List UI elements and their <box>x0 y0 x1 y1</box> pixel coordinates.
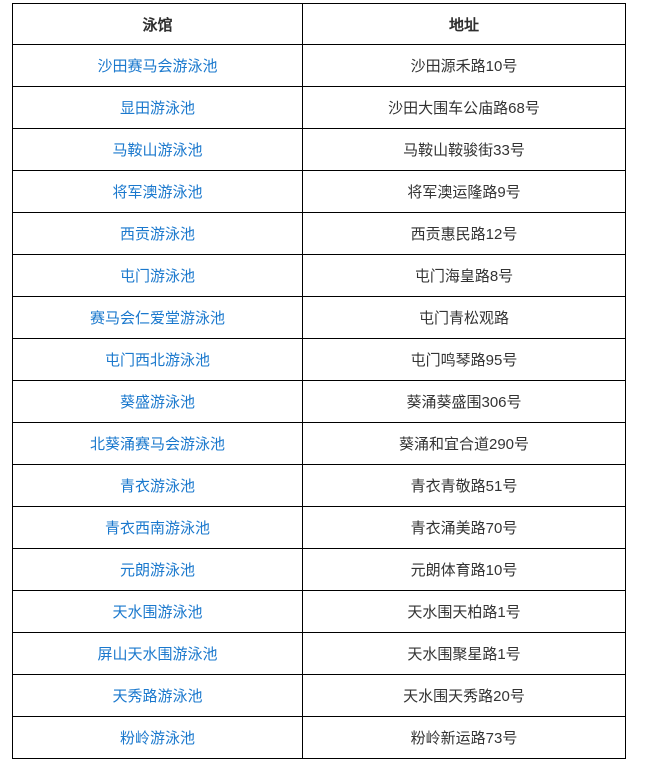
pool-link[interactable]: 赛马会仁爱堂游泳池 <box>89 310 225 327</box>
pool-link[interactable]: 西贡游泳池 <box>119 226 195 243</box>
pool-name-cell: 马鞍山游泳池 <box>12 128 303 171</box>
pool-link[interactable]: 沙田赛马会游泳池 <box>97 58 218 75</box>
address-cell: 葵涌和宜合道290号 <box>302 422 626 465</box>
address-cell: 天水围聚星路1号 <box>302 632 626 675</box>
address-cell: 葵涌葵盛围306号 <box>302 380 626 423</box>
pool-link[interactable]: 屯门西北游泳池 <box>104 352 210 369</box>
swimming-pool-table: 泳馆 地址 沙田赛马会游泳池 沙田源禾路10号 显田游泳池 沙田大围车公庙路68… <box>12 3 626 759</box>
table-row: 显田游泳池 沙田大围车公庙路68号 <box>12 86 626 129</box>
address-cell: 沙田大围车公庙路68号 <box>302 86 626 129</box>
address-cell: 将军澳运隆路9号 <box>302 170 626 213</box>
address-cell: 西贡惠民路12号 <box>302 212 626 255</box>
header-cell-pool: 泳馆 <box>12 3 303 45</box>
pool-name-cell: 天秀路游泳池 <box>12 674 303 717</box>
pool-link[interactable]: 屯门游泳池 <box>119 268 195 285</box>
address-cell: 元朗体育路10号 <box>302 548 626 591</box>
pool-name-cell: 将军澳游泳池 <box>12 170 303 213</box>
address-cell: 青衣涌美路70号 <box>302 506 626 549</box>
table-row: 屯门游泳池 屯门海皇路8号 <box>12 254 626 297</box>
table-row: 屯门西北游泳池 屯门鸣琴路95号 <box>12 338 626 381</box>
pool-name-cell: 粉岭游泳池 <box>12 716 303 759</box>
pool-link[interactable]: 天水围游泳池 <box>112 604 203 621</box>
table-header: 泳馆 地址 <box>12 3 626 45</box>
address-cell: 天水围天柏路1号 <box>302 590 626 633</box>
pool-name-cell: 屏山天水围游泳池 <box>12 632 303 675</box>
pool-name-cell: 屯门游泳池 <box>12 254 303 297</box>
pool-name-cell: 元朗游泳池 <box>12 548 303 591</box>
pool-link[interactable]: 青衣游泳池 <box>119 478 195 495</box>
address-cell: 屯门鸣琴路95号 <box>302 338 626 381</box>
table-row: 天水围游泳池 天水围天柏路1号 <box>12 590 626 633</box>
pool-link[interactable]: 粉岭游泳池 <box>119 730 195 747</box>
address-cell: 沙田源禾路10号 <box>302 44 626 87</box>
table-row: 北葵涌赛马会游泳池 葵涌和宜合道290号 <box>12 422 626 465</box>
pool-link[interactable]: 马鞍山游泳池 <box>112 142 203 159</box>
table-row: 葵盛游泳池 葵涌葵盛围306号 <box>12 380 626 423</box>
table-row: 将军澳游泳池 将军澳运隆路9号 <box>12 170 626 213</box>
table-row: 元朗游泳池 元朗体育路10号 <box>12 548 626 591</box>
address-cell: 粉岭新运路73号 <box>302 716 626 759</box>
pool-link[interactable]: 葵盛游泳池 <box>119 394 195 411</box>
pool-name-cell: 沙田赛马会游泳池 <box>12 44 303 87</box>
header-cell-address: 地址 <box>302 3 626 45</box>
table-row: 马鞍山游泳池 马鞍山鞍骏街33号 <box>12 128 626 171</box>
table-row: 天秀路游泳池 天水围天秀路20号 <box>12 674 626 717</box>
table-body: 沙田赛马会游泳池 沙田源禾路10号 显田游泳池 沙田大围车公庙路68号 马鞍山游… <box>12 44 626 759</box>
table-row: 赛马会仁爱堂游泳池 屯门青松观路 <box>12 296 626 339</box>
pool-link[interactable]: 天秀路游泳池 <box>112 688 203 705</box>
pool-link[interactable]: 青衣西南游泳池 <box>104 520 210 537</box>
pool-name-cell: 天水围游泳池 <box>12 590 303 633</box>
table-row: 沙田赛马会游泳池 沙田源禾路10号 <box>12 44 626 87</box>
pool-name-cell: 显田游泳池 <box>12 86 303 129</box>
address-cell: 青衣青敬路51号 <box>302 464 626 507</box>
pool-name-cell: 北葵涌赛马会游泳池 <box>12 422 303 465</box>
pool-link[interactable]: 屏山天水围游泳池 <box>97 646 218 663</box>
table-row: 屏山天水围游泳池 天水围聚星路1号 <box>12 632 626 675</box>
pool-link[interactable]: 元朗游泳池 <box>119 562 195 579</box>
pool-link[interactable]: 显田游泳池 <box>119 100 195 117</box>
address-cell: 马鞍山鞍骏街33号 <box>302 128 626 171</box>
pool-name-cell: 赛马会仁爱堂游泳池 <box>12 296 303 339</box>
pool-link[interactable]: 将军澳游泳池 <box>112 184 203 201</box>
pool-link[interactable]: 北葵涌赛马会游泳池 <box>89 436 225 453</box>
pool-name-cell: 青衣西南游泳池 <box>12 506 303 549</box>
pool-name-cell: 葵盛游泳池 <box>12 380 303 423</box>
pool-name-cell: 青衣游泳池 <box>12 464 303 507</box>
pool-name-cell: 屯门西北游泳池 <box>12 338 303 381</box>
table-row: 粉岭游泳池 粉岭新运路73号 <box>12 716 626 759</box>
address-cell: 天水围天秀路20号 <box>302 674 626 717</box>
address-cell: 屯门青松观路 <box>302 296 626 339</box>
table-row: 青衣游泳池 青衣青敬路51号 <box>12 464 626 507</box>
table-row: 西贡游泳池 西贡惠民路12号 <box>12 212 626 255</box>
header-row: 泳馆 地址 <box>12 3 626 45</box>
pool-name-cell: 西贡游泳池 <box>12 212 303 255</box>
table-row: 青衣西南游泳池 青衣涌美路70号 <box>12 506 626 549</box>
address-cell: 屯门海皇路8号 <box>302 254 626 297</box>
